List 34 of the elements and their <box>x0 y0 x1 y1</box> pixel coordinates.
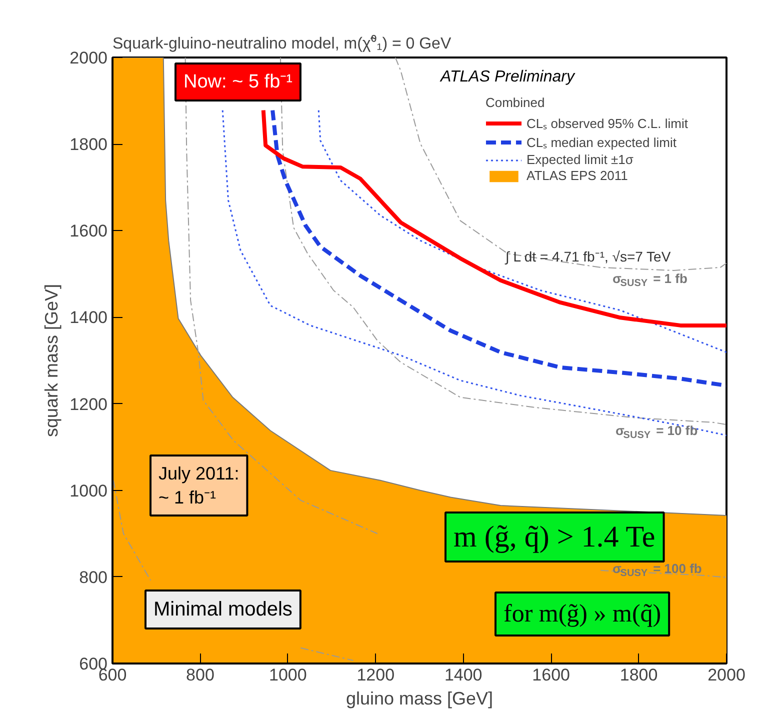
line-series <box>394 58 726 271</box>
x-axis-title: gluino mass [GeV] <box>346 688 494 708</box>
line-series <box>261 108 726 328</box>
line-series <box>270 108 726 388</box>
x-tick-label: 1000 <box>269 666 307 684</box>
y-tick-label: 1400 <box>70 308 108 328</box>
chart-title: Squark-gluino-neutralino model, m(χ̃⁰₁) = 0 GeV <box>112 34 452 52</box>
y-axis-title: squark mass [GeV] <box>42 284 62 438</box>
y-tick-label: 1000 <box>70 481 108 500</box>
legend-title: Combined <box>485 95 546 110</box>
annotation: m (g̃, q̃) > 1.4 Te <box>454 520 656 554</box>
legend-label: CLₛ observed 95% C.L. limit <box>526 115 688 132</box>
x-tick-label: 800 <box>186 666 214 684</box>
annotation: July 2011: ~ 1 fb⁻¹ <box>158 464 240 508</box>
x-tick-label: 1800 <box>620 666 658 684</box>
legend-label: Expected limit ±1σ <box>526 152 634 167</box>
x-tick-label: 1400 <box>444 666 482 684</box>
y-tick-label: 1600 <box>70 222 108 241</box>
annotation: Minimal models <box>154 598 292 620</box>
annotation: Now: ~ 5 fb⁻¹ <box>184 72 292 92</box>
x-tick-label: 2000 <box>708 666 746 684</box>
annotation: for m(g̃) » m(q̃) <box>504 600 662 628</box>
y-tick-label: 1200 <box>70 394 108 414</box>
x-tick-label: 1200 <box>356 666 395 684</box>
line-series <box>318 110 726 354</box>
y-tick-label: 2000 <box>70 48 108 68</box>
line-series <box>222 110 726 436</box>
x-tick-label: 1600 <box>532 666 570 684</box>
y-tick-label: 1800 <box>70 135 108 154</box>
legend-label: CLₛ median expected limit <box>526 134 676 151</box>
y-tick-label: 800 <box>79 568 108 587</box>
annotation: ∫ L dt = 4.71 fb⁻¹, √s=7 TeV <box>504 248 672 264</box>
annotation: ATLAS Preliminary <box>440 68 576 86</box>
legend-label: ATLAS EPS 2011 <box>526 168 628 183</box>
